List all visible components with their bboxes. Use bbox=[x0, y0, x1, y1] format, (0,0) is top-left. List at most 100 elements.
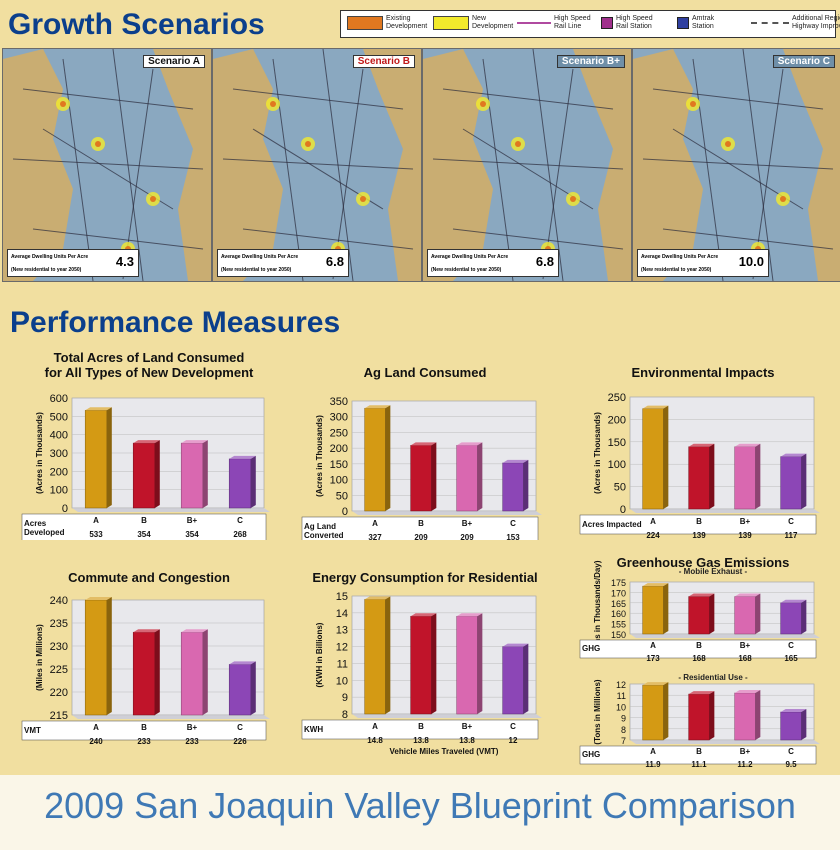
density-note: (New residential to year 2050) bbox=[11, 267, 82, 273]
category-label: C bbox=[788, 517, 794, 526]
chart-panel: Total Acres of Land Consumed for All Typ… bbox=[20, 350, 278, 540]
y-tick-label: 175 bbox=[611, 578, 626, 588]
y-tick-label: 9 bbox=[621, 714, 626, 724]
y-tick-label: 500 bbox=[50, 411, 68, 423]
legend-item: New Development bbox=[433, 15, 513, 31]
category-label: B bbox=[141, 723, 147, 732]
y-tick-label: 10 bbox=[336, 675, 348, 687]
y-tick-label: 215 bbox=[50, 710, 68, 722]
map-legend: Existing Development New Development High … bbox=[340, 10, 840, 38]
data-value-label: 153 bbox=[506, 533, 520, 540]
bar-A bbox=[84, 407, 112, 509]
density-label: Average Dwelling Units Per Acre bbox=[11, 254, 89, 260]
map-graphic bbox=[3, 49, 211, 281]
bar-Bplus bbox=[180, 440, 208, 509]
chart-title: Greenhouse Gas Emissions bbox=[616, 555, 790, 570]
chart-subtitle: - Residential Use - bbox=[678, 673, 748, 682]
y-tick-label: 9 bbox=[342, 692, 348, 704]
density-value: 10.0 bbox=[738, 254, 764, 269]
y-tick-label: 50 bbox=[336, 490, 348, 502]
data-value-label: 139 bbox=[738, 531, 752, 540]
bar-chart: 215 220 225 230 235 240 (Miles in Millions) VMT… bbox=[21, 595, 270, 746]
y-tick-label: 0 bbox=[342, 506, 348, 518]
category-label: A bbox=[93, 723, 99, 732]
swatch-icon bbox=[433, 16, 469, 30]
bar-C bbox=[780, 599, 807, 635]
category-label: B+ bbox=[462, 519, 473, 528]
data-value-label: 533 bbox=[89, 530, 103, 539]
table-row-label: Ag Land Converted bbox=[304, 522, 344, 540]
legend-item: High Speed Rail Station bbox=[601, 15, 653, 31]
y-tick-label: 7 bbox=[621, 736, 626, 746]
bar-A bbox=[642, 405, 669, 510]
y-tick-label: 150 bbox=[608, 437, 626, 449]
y-axis-label: (Acres in Thousands) bbox=[593, 412, 602, 494]
bar-C bbox=[502, 459, 529, 512]
bar-Bplus bbox=[734, 689, 761, 741]
y-tick-label: 200 bbox=[50, 466, 68, 478]
category-label: C bbox=[788, 747, 794, 756]
y-tick-label: 50 bbox=[614, 482, 626, 494]
legend-label: Existing Development bbox=[386, 15, 428, 30]
category-label: C bbox=[510, 722, 516, 731]
y-axis-label: (Miles in Millions) bbox=[35, 624, 44, 691]
station-icon bbox=[677, 17, 689, 29]
category-label: B bbox=[418, 722, 424, 731]
y-axis-label: (Tons in Millions) bbox=[593, 679, 602, 745]
density-note: (New residential to year 2050) bbox=[221, 267, 292, 273]
y-tick-label: 250 bbox=[330, 427, 348, 439]
density-label: Average Dwelling Units Per Acre bbox=[641, 254, 719, 260]
data-value-label: 9.5 bbox=[785, 760, 797, 768]
y-tick-label: 300 bbox=[50, 448, 68, 460]
category-label: A bbox=[650, 641, 656, 650]
swatch-icon bbox=[347, 16, 383, 30]
category-label: C bbox=[788, 641, 794, 650]
y-tick-label: 235 bbox=[50, 618, 68, 630]
y-tick-label: 600 bbox=[50, 393, 68, 405]
y-tick-label: 0 bbox=[620, 504, 626, 516]
y-tick-label: 11 bbox=[337, 658, 348, 670]
bar-A bbox=[364, 596, 391, 715]
bar-C bbox=[502, 643, 529, 715]
y-tick-label: 13 bbox=[336, 625, 348, 637]
data-value-label: 11.9 bbox=[645, 760, 661, 768]
y-tick-label: 14 bbox=[336, 608, 348, 620]
chart-title: Environmental Impacts bbox=[631, 365, 775, 380]
legend-label: High Speed Rail Station bbox=[616, 15, 653, 30]
data-value-label: 13.8 bbox=[459, 736, 475, 745]
table-row-label: Acres Developed bbox=[24, 519, 65, 537]
density-value: 6.8 bbox=[325, 254, 344, 269]
category-label: A bbox=[372, 519, 378, 528]
category-label: B+ bbox=[187, 516, 198, 525]
category-label: C bbox=[237, 516, 243, 525]
y-axis-label: (Acres in Thousands) bbox=[35, 412, 44, 494]
y-tick-label: 350 bbox=[330, 396, 348, 408]
table-row-label: VMT bbox=[24, 726, 41, 735]
map-graphic bbox=[213, 49, 421, 281]
category-label: A bbox=[650, 747, 656, 756]
table-row-label: GHG bbox=[582, 750, 600, 759]
bar-B bbox=[132, 440, 160, 509]
category-label: A bbox=[372, 722, 378, 731]
y-tick-label: 165 bbox=[611, 599, 626, 609]
y-tick-label: 100 bbox=[330, 475, 348, 487]
category-label: B+ bbox=[187, 723, 198, 732]
bar-Bplus bbox=[734, 443, 761, 510]
map-density-box: Average Dwelling Units Per Acre (New resi… bbox=[637, 249, 769, 277]
chart-panel: Energy Consumption for Residential 8 9 10 11… bbox=[300, 570, 550, 760]
y-tick-label: 300 bbox=[330, 412, 348, 424]
y-tick-label: 200 bbox=[608, 414, 626, 426]
bar-A bbox=[642, 583, 669, 635]
data-value-label: 11.2 bbox=[737, 760, 753, 768]
y-tick-label: 160 bbox=[611, 609, 626, 619]
legend-item: Amtrak Station bbox=[677, 15, 714, 31]
map-title: Scenario B+ bbox=[556, 55, 625, 68]
data-value-label: 12 bbox=[509, 736, 518, 745]
chart-panel: Commute and Congestion 215 220 225 230 235 240… bbox=[20, 570, 278, 750]
y-tick-label: 230 bbox=[50, 641, 68, 653]
y-tick-label: 12 bbox=[336, 642, 348, 654]
map-title: Scenario C bbox=[772, 55, 835, 68]
legend-label: High Speed Rail Line bbox=[554, 15, 591, 30]
y-tick-label: 10 bbox=[616, 702, 626, 712]
bar-Bplus bbox=[456, 613, 483, 715]
